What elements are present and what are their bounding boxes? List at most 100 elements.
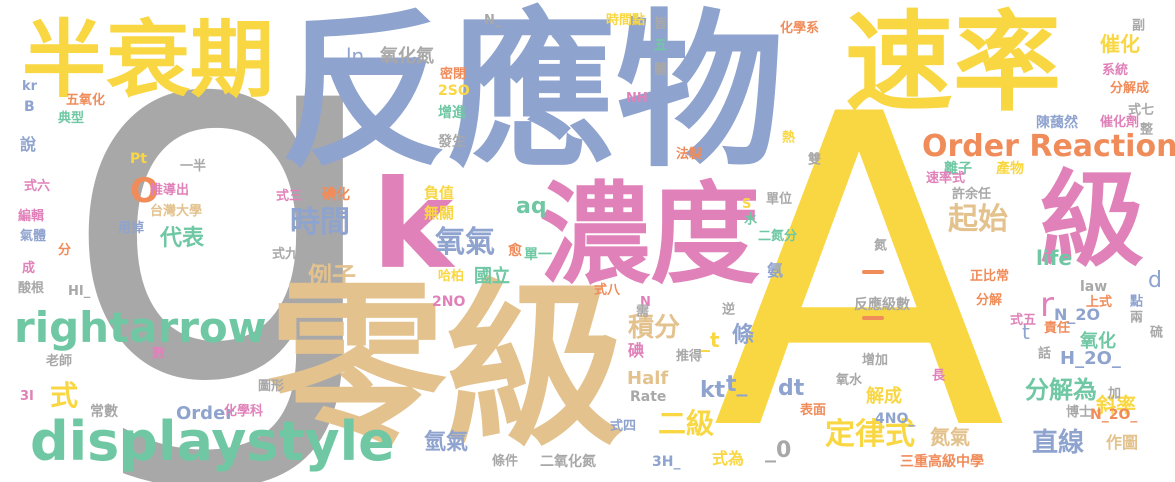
word-law: law	[1080, 279, 1108, 295]
word-tuxing: 圖形	[258, 379, 285, 394]
word-sanchong: 三重高級中學	[900, 454, 984, 470]
word-shi2: 時	[761, 304, 776, 317]
word-huaxuexi: 化學系	[780, 21, 820, 36]
word-shiliu: 式六	[24, 179, 51, 194]
word-mifeng: 密閉	[440, 67, 467, 82]
word-displaystyle: displaystyle	[30, 410, 395, 473]
word-order-reactions: Order Reactions	[922, 129, 1175, 164]
word-tiao: 條	[732, 323, 755, 348]
word-dian: 碘	[628, 341, 645, 360]
word-boshi: 博士	[1066, 405, 1093, 420]
word-qiqi: 氧氣	[435, 225, 495, 260]
word-order: Order	[176, 403, 235, 424]
word-fenjiecheng: 分解成	[1110, 81, 1150, 96]
word-wuyanghua: 五氧化	[66, 93, 106, 108]
word-dingliushi: 定律式	[825, 417, 915, 452]
word-shijiandian: 時間點	[606, 13, 646, 28]
word-yongdiao: 用掉	[118, 221, 145, 236]
word-lizi2: 離子	[944, 161, 972, 177]
word-re: 熱	[779, 130, 794, 143]
word-three-i: 3I	[20, 389, 34, 404]
word-fazhi: 法製	[676, 147, 703, 162]
word-chenyiran: 陳藹然	[1036, 115, 1078, 131]
word-s: S	[742, 197, 752, 212]
word-yanghuadan: 氧化氮	[380, 46, 434, 67]
word-fanyingwu: 反應物	[280, 0, 784, 190]
word-danwei: 單位	[766, 192, 793, 207]
word-lingji: 零級	[268, 263, 624, 470]
word-life: life	[1036, 246, 1072, 270]
word-zengjin: 增進	[438, 105, 466, 121]
word-_t: _t	[700, 328, 720, 352]
word-liu: 硫	[1147, 325, 1162, 338]
word-laoshi: 老師	[46, 354, 73, 369]
word-zhengbichang: 正比常	[970, 269, 1010, 284]
word-liang: 兩	[1127, 310, 1142, 323]
word-tuidaochu: 推導出	[150, 183, 190, 198]
word-biaomian: 表面	[800, 403, 827, 418]
word-daibiao: 代表	[160, 226, 205, 251]
word-two-no: 2NO	[432, 294, 466, 310]
word-yu: 愈	[508, 243, 522, 259]
word-n_: N_	[484, 13, 502, 28]
word-suanqen: 酸根	[18, 281, 45, 296]
word-wu: 五	[651, 38, 666, 51]
word-chanwu: 產物	[996, 161, 1024, 177]
word-shu: 數	[149, 346, 164, 359]
word-chang: 長	[929, 368, 944, 381]
word-r: r	[1040, 285, 1054, 325]
word-xu: 需	[633, 304, 648, 317]
word-shisan: 式三	[276, 189, 303, 204]
word-fenjiewei: 分解為	[1025, 376, 1097, 404]
word-kt: kt	[700, 378, 726, 403]
word-shui: 水	[741, 212, 756, 225]
word-o: O	[130, 171, 159, 211]
word-d: d	[1148, 268, 1162, 293]
word-fasheng: 發生	[438, 134, 466, 150]
word-xitong: 系統	[1102, 63, 1129, 78]
decorative-dash	[862, 270, 884, 274]
word-bianji: 編輯	[18, 209, 45, 224]
word-nh: NH	[626, 91, 648, 106]
word-wuguan: 無關	[424, 204, 455, 222]
word-tiaojian: 條件	[492, 454, 519, 469]
word-xuzeren: 許余任	[952, 187, 992, 202]
word-shuo: 說	[20, 135, 37, 154]
word-banshuaiqi: 半衰期	[22, 11, 275, 109]
word-t: t	[1022, 320, 1030, 344]
word-ln: ln	[346, 44, 365, 68]
word-rate: Rate	[630, 389, 667, 405]
word-danyi: 單一	[524, 247, 552, 263]
word-cuihuaji: 催化劑	[1100, 115, 1140, 130]
word-yanghuadan-dup: 二氮分	[758, 229, 798, 244]
word-shijian: 時間	[290, 205, 350, 240]
word-shiwu: 式五	[1010, 313, 1037, 328]
word-changshu: 常數	[90, 404, 118, 420]
word-sulvshi: 速率式	[926, 171, 966, 186]
word-huaxueke: 化學科	[224, 404, 264, 419]
word-fu: 副	[1129, 18, 1144, 31]
word-jifen: 積分	[628, 313, 681, 343]
word-taiwan: 台灣大學	[150, 204, 203, 219]
word-jie: 皆	[651, 16, 666, 29]
word-lizi: 例子	[308, 262, 356, 290]
word-_0: _0	[765, 438, 792, 463]
word-dt: dt	[778, 376, 805, 401]
word-sulv: 速率	[845, 1, 1062, 126]
word-shi: 式	[50, 379, 79, 412]
word-n2o: N_2O	[1054, 305, 1101, 324]
word-qiaoshi: 起始	[948, 202, 1008, 237]
word-an: 氨	[764, 262, 783, 278]
word-zuotu: 作圖	[1106, 433, 1139, 452]
word-yanghua: 氧化	[1080, 331, 1116, 352]
word-shijiu: 式九	[272, 247, 299, 262]
word-yangshui: 氧水	[836, 373, 863, 388]
word-n2o_: N_2O_	[1090, 407, 1138, 423]
word-shuang: 雙	[805, 152, 820, 165]
word-cuihua: 催化	[1100, 32, 1140, 56]
word-b: B	[24, 99, 35, 115]
word-h2o: H_2O_	[1060, 348, 1121, 369]
word-shisi: 式四	[610, 419, 637, 434]
word-fenjie: 分解	[976, 293, 1003, 308]
word-zheng: 整	[1137, 122, 1152, 135]
